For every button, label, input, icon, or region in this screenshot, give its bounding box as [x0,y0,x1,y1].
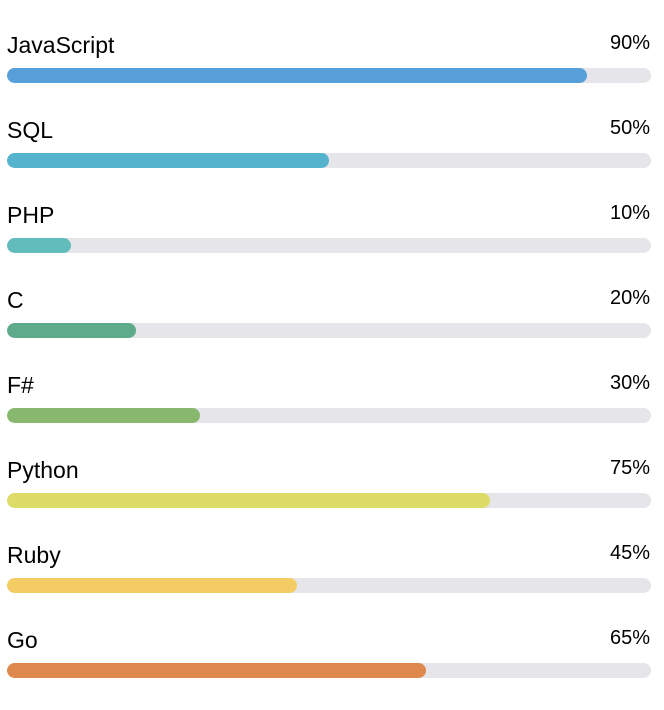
progress-track [7,408,651,423]
skill-label: C [7,287,24,313]
skill-percent: 10% [609,202,650,224]
skill-row-fsharp: F# 30% [0,370,664,455]
skill-row-javascript: JavaScript 90% [0,30,664,115]
progress-track [7,663,651,678]
skill-row-ruby: Ruby 45% [0,540,664,625]
progress-fill-fsharp [7,408,200,423]
skill-label: JavaScript [7,32,115,58]
progress-fill-python [7,493,490,508]
progress-track [7,323,651,338]
progress-track [7,238,651,253]
skill-row-sql: SQL 50% [0,115,664,200]
progress-track [7,493,651,508]
skill-label: Python [7,457,79,483]
progress-fill-c [7,323,136,338]
skill-row-go: Go 65% [0,625,664,710]
skill-row-c: C 20% [0,285,664,370]
progress-track [7,153,651,168]
skill-label: SQL [7,117,54,143]
skill-label: F# [7,372,34,398]
skill-row-php: PHP 10% [0,200,664,285]
progress-fill-go [7,663,426,678]
skill-percent: 90% [609,32,650,54]
skill-percent: 20% [609,287,650,309]
progress-fill-php [7,238,71,253]
skill-label: Ruby [7,542,61,568]
skill-percent: 75% [609,457,650,479]
progress-fill-sql [7,153,329,168]
progress-track [7,68,651,83]
skill-percent: 50% [609,117,650,139]
skill-percent: 30% [609,372,650,394]
progress-fill-ruby [7,578,297,593]
skill-label: Go [7,627,38,653]
progress-track [7,578,651,593]
skill-percent: 65% [609,627,650,649]
skill-percent: 45% [609,542,650,564]
skill-label: PHP [7,202,55,228]
skill-row-python: Python 75% [0,455,664,540]
progress-fill-javascript [7,68,587,83]
